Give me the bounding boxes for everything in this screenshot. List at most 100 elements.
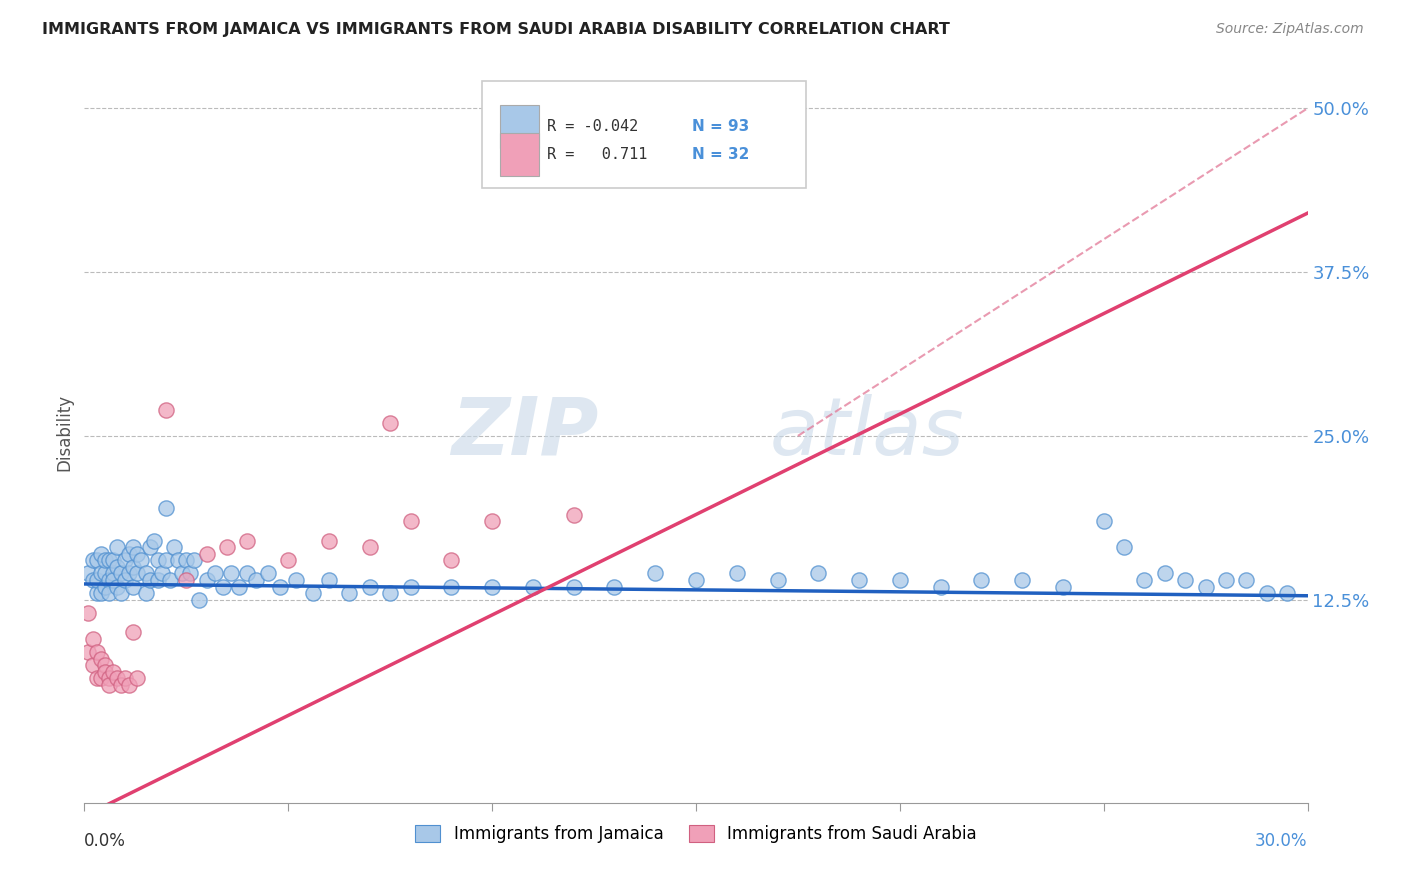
Point [90, 566, 112, 581]
Point [257, 566, 280, 581]
Point [318, 533, 340, 548]
Point [766, 573, 789, 587]
Point [228, 580, 250, 594]
Point [127, 566, 149, 581]
Point [77, 606, 100, 620]
Point [440, 553, 463, 567]
Point [114, 553, 136, 567]
Point [146, 553, 169, 567]
Point [1195, 580, 1218, 594]
Point [562, 508, 585, 522]
Point [179, 566, 201, 581]
Text: 0.0%: 0.0% [84, 832, 127, 850]
Point [77, 645, 100, 659]
Point [1256, 586, 1278, 600]
Point [217, 541, 239, 555]
Point [131, 553, 153, 567]
Point [114, 573, 136, 587]
Point [245, 573, 267, 587]
Point [93, 665, 115, 679]
Point [603, 580, 626, 594]
Point [522, 580, 544, 594]
Point [1215, 573, 1237, 587]
Point [380, 586, 402, 600]
Point [77, 566, 100, 581]
Point [90, 671, 112, 685]
Point [155, 553, 177, 567]
Point [101, 665, 124, 679]
Point [212, 580, 235, 594]
Point [114, 671, 136, 685]
Point [172, 566, 194, 581]
Point [86, 553, 108, 567]
Point [269, 580, 291, 594]
Point [135, 586, 157, 600]
Point [97, 678, 120, 692]
Point [86, 586, 108, 600]
Point [236, 566, 259, 581]
Point [440, 580, 463, 594]
FancyBboxPatch shape [501, 133, 540, 177]
Point [118, 678, 141, 692]
Point [929, 580, 952, 594]
FancyBboxPatch shape [482, 81, 806, 188]
Point [90, 586, 112, 600]
Point [1092, 514, 1115, 528]
Point [174, 553, 197, 567]
Point [86, 573, 108, 587]
Point [118, 547, 141, 561]
Point [359, 541, 381, 555]
Point [1174, 573, 1197, 587]
Y-axis label: Disability: Disability [55, 394, 73, 471]
Point [90, 547, 112, 561]
Point [101, 566, 124, 581]
Point [150, 566, 173, 581]
Point [110, 566, 132, 581]
Point [807, 566, 830, 581]
Point [318, 573, 340, 587]
Point [93, 566, 115, 581]
Point [101, 553, 124, 567]
Point [97, 586, 120, 600]
Point [82, 632, 104, 646]
Point [155, 402, 177, 417]
Point [219, 566, 242, 581]
Point [127, 671, 149, 685]
Point [82, 573, 104, 587]
Point [122, 625, 145, 640]
Point [204, 566, 226, 581]
Point [1277, 586, 1299, 600]
Point [644, 566, 666, 581]
Text: ZIP: ZIP [451, 393, 598, 472]
Point [97, 573, 120, 587]
Point [86, 645, 108, 659]
Point [1236, 573, 1258, 587]
Point [187, 592, 209, 607]
Point [122, 541, 145, 555]
FancyBboxPatch shape [501, 104, 540, 148]
Point [481, 514, 503, 528]
Point [82, 553, 104, 567]
Point [97, 671, 120, 685]
Point [301, 586, 323, 600]
Point [138, 541, 160, 555]
Point [1114, 541, 1136, 555]
Point [122, 580, 145, 594]
Point [236, 533, 259, 548]
Point [82, 658, 104, 673]
Point [97, 553, 120, 567]
Point [105, 560, 128, 574]
Point [167, 553, 190, 567]
Point [1154, 566, 1177, 581]
Point [135, 566, 157, 581]
Point [110, 678, 132, 692]
Point [685, 573, 707, 587]
Point [93, 553, 115, 567]
Point [848, 573, 870, 587]
Text: 30.0%: 30.0% [1256, 832, 1308, 850]
Point [110, 586, 132, 600]
Point [90, 651, 112, 665]
Text: IMMIGRANTS FROM JAMAICA VS IMMIGRANTS FROM SAUDI ARABIA DISABILITY CORRELATION C: IMMIGRANTS FROM JAMAICA VS IMMIGRANTS FR… [42, 22, 950, 37]
Text: N = 32: N = 32 [692, 147, 749, 161]
Point [1052, 580, 1074, 594]
